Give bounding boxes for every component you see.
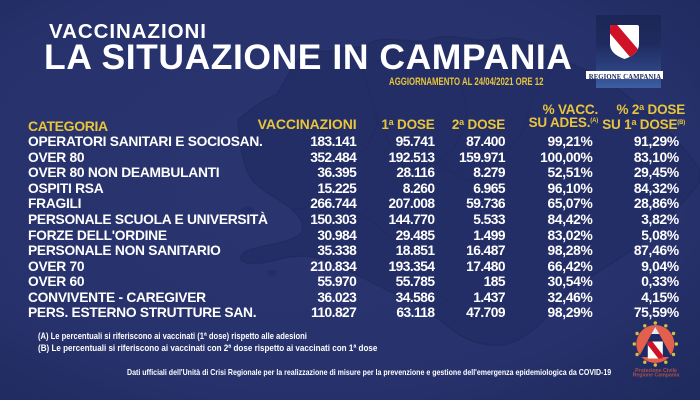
svg-text:Protezione Civile: Protezione Civile [635,368,677,374]
svg-text:Regione Campania: Regione Campania [633,373,680,379]
